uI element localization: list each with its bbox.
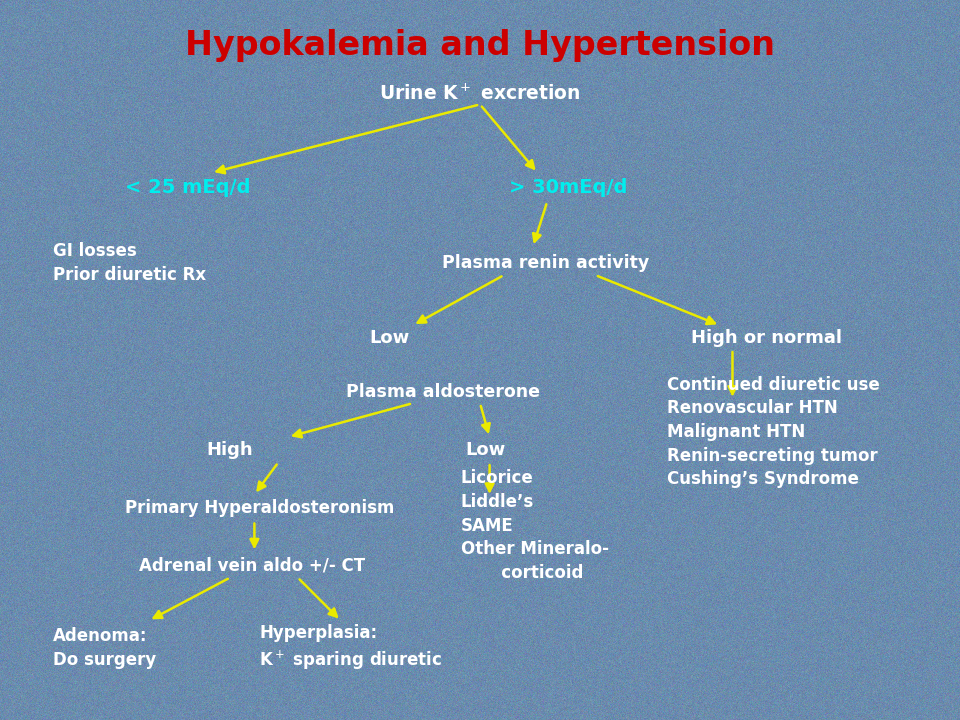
Text: GI losses
Prior diuretic Rx: GI losses Prior diuretic Rx (53, 242, 206, 284)
Text: > 30mEq/d: > 30mEq/d (509, 178, 627, 197)
Text: Low: Low (466, 441, 506, 459)
Text: Adrenal vein aldo +/- CT: Adrenal vein aldo +/- CT (139, 556, 366, 575)
Text: Urine K$^+$ excretion: Urine K$^+$ excretion (379, 84, 581, 104)
Text: High or normal: High or normal (691, 329, 842, 347)
Text: Licorice
Liddle’s
SAME
Other Mineralo-
       corticoid: Licorice Liddle’s SAME Other Mineralo- c… (461, 469, 609, 582)
Text: Adenoma:
Do surgery: Adenoma: Do surgery (53, 627, 156, 669)
Text: < 25 mEq/d: < 25 mEq/d (125, 178, 251, 197)
Text: Hyperplasia:
K$^+$ sparing diuretic: Hyperplasia: K$^+$ sparing diuretic (259, 624, 443, 672)
Text: Continued diuretic use
Renovascular HTN
Malignant HTN
Renin-secreting tumor
Cush: Continued diuretic use Renovascular HTN … (667, 376, 880, 488)
Text: Hypokalemia and Hypertension: Hypokalemia and Hypertension (185, 29, 775, 62)
Text: Plasma aldosterone: Plasma aldosterone (346, 383, 540, 401)
Text: Primary Hyperaldosteronism: Primary Hyperaldosteronism (125, 498, 395, 517)
Text: High: High (206, 441, 253, 459)
Text: Plasma renin activity: Plasma renin activity (442, 254, 649, 271)
Text: Low: Low (370, 329, 410, 347)
